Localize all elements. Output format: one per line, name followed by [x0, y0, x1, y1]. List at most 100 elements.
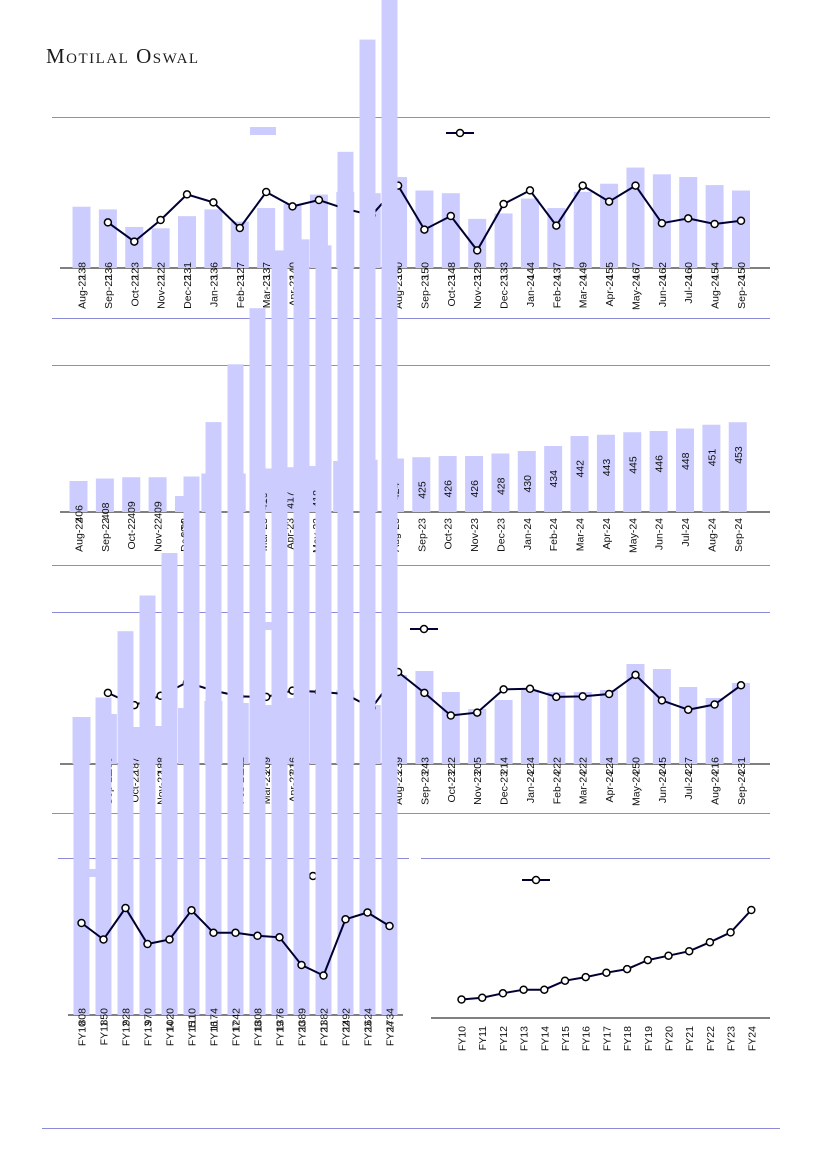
- chart-2-tick-label: Aug-24: [706, 518, 718, 552]
- chart-5-line-point: [581, 972, 590, 982]
- chart-1-tick-label: Aug-22: [77, 275, 89, 309]
- chart-3-tick-label: Dec-23: [499, 771, 511, 805]
- rule-chart-1-top: [52, 117, 770, 118]
- chart-4-data-label: 808: [77, 1008, 89, 1026]
- chart-5-line-point: [477, 993, 487, 1002]
- rule-chart-2-top: [52, 365, 770, 366]
- chart-1-line-point: [604, 197, 614, 206]
- chart-5-line-point: [519, 985, 528, 994]
- chart-4-tick-label: FY23: [363, 1021, 375, 1046]
- chart-3-tick-label: Aug-24: [710, 771, 722, 805]
- chart-2-bar: [702, 424, 721, 512]
- chart-2-bar: [728, 422, 747, 512]
- chart-5-tick-label: FY16: [581, 1026, 593, 1051]
- chart-2-tick-label: Feb-24: [548, 518, 560, 551]
- chart-3-line-point: [604, 689, 614, 699]
- chart-4-line-point: [363, 908, 372, 917]
- chart-3-tick-label: Mar-24: [578, 771, 590, 804]
- chart-2-data-label: 426: [443, 480, 455, 498]
- chart-4-data-label: 970: [143, 1008, 155, 1026]
- chart-4-data-label: 1734: [385, 1008, 397, 1032]
- chart-3-tick-label: Jul-24: [683, 771, 695, 800]
- chart-1-tick-label: Apr-24: [604, 275, 616, 307]
- chart-1-bar: [72, 206, 91, 268]
- chart-2-bar: [623, 432, 642, 512]
- chart-3-line-point: [710, 700, 719, 709]
- chart-2-data-label: 443: [601, 459, 613, 477]
- chart-3-line-point: [472, 708, 482, 717]
- chart-5-tick-label: FY13: [519, 1026, 531, 1051]
- chart-4-line-point: [297, 960, 306, 970]
- chart-1-tick-label: Sep-24: [736, 275, 748, 309]
- chart-1-data-label: 129: [472, 262, 484, 280]
- chart-2-data-label: 453: [733, 446, 745, 464]
- chart-1-bar: [441, 193, 460, 268]
- chart-2-tick-label: Oct-22: [126, 518, 138, 550]
- chart-3-tick-label: Sep-23: [419, 771, 431, 805]
- chart-1-legend-line-marker: [455, 128, 465, 138]
- chart-4-bar: [183, 476, 200, 1015]
- chart-4-tick-label: FY12: [121, 1021, 133, 1046]
- chart-2-data-label: 446: [654, 455, 666, 473]
- chart-2-tick-label: Jul-24: [680, 518, 692, 547]
- chart-4-data-label: 928: [121, 1008, 133, 1026]
- rule-chart-5-top: [421, 858, 770, 859]
- chart-4-data-label: 1624: [363, 1008, 375, 1032]
- chart-1-bar: [125, 226, 144, 268]
- chart-2-tick-label: Oct-23: [443, 518, 455, 550]
- chart-2-data-label: 434: [548, 470, 560, 488]
- chart-1-data-label: 149: [578, 262, 590, 280]
- chart-5-line-point: [540, 985, 549, 994]
- chart-1-tick-label: Aug-24: [710, 275, 722, 309]
- chart-4-line-point: [209, 928, 218, 938]
- chart-3-data-label: 224: [525, 757, 537, 775]
- chart-2-bar: [649, 431, 668, 512]
- chart-3-line-point: [552, 692, 561, 702]
- rule-chart-3-bottom: [52, 813, 770, 814]
- chart-2-tick-label: Aug-22: [74, 518, 86, 552]
- chart-2-tick-label: Mar-24: [575, 518, 587, 551]
- chart-5-line-point: [664, 951, 673, 960]
- chart-5-tick-label: FY17: [601, 1026, 613, 1051]
- chart-3-tick-label: Jun-24: [657, 771, 669, 803]
- chart-3-line-point: [420, 688, 429, 698]
- chart-3-tick-label: Feb-24: [551, 771, 563, 804]
- rule-chart-2-bottom: [52, 565, 770, 566]
- chart-2-tick-label: Jan-24: [522, 518, 534, 550]
- chart-4-line-point: [253, 931, 262, 941]
- chart-2-bar: [465, 456, 484, 512]
- chart-1-tick-label: Oct-23: [446, 275, 458, 307]
- chart-5-line-point: [643, 955, 653, 965]
- rule-chart-1-bottom: [52, 318, 770, 319]
- chart-1-data-label: 122: [156, 262, 168, 280]
- chart-2-bar: [676, 428, 695, 512]
- chart-1-tick-label: Nov-22: [156, 275, 168, 309]
- chart-2-data-label: 442: [575, 460, 587, 478]
- chart-1-data-label: 150: [419, 262, 431, 280]
- chart-1-tick-label: Jul-24: [683, 275, 695, 304]
- chart-1-data-label: 162: [657, 262, 669, 280]
- chart-1-tick-label: Nov-23: [472, 275, 484, 309]
- chart-1-tick-label: Sep-23: [419, 275, 431, 309]
- chart-1-data-label: 144: [525, 262, 537, 280]
- chart-1-tick-label: Mar-23: [261, 275, 273, 308]
- chart-2-tick-label: Jun-24: [654, 518, 666, 550]
- chart-3-bar: [494, 700, 513, 764]
- chart-1-bar: [494, 213, 513, 268]
- chart-5-line-point: [602, 968, 611, 977]
- chart-4-tick-label: FY13: [143, 1021, 155, 1046]
- chart-4-bar: [271, 250, 288, 1015]
- chart-4-data-label: 1492: [341, 1008, 353, 1032]
- chart-4-line-point: [121, 903, 130, 913]
- chart-1-line-point: [657, 218, 667, 228]
- chart-4-tick-label: FY16: [209, 1021, 221, 1046]
- chart-1-data-label: 138: [77, 262, 89, 280]
- chart-3-data-label: 222: [551, 757, 563, 775]
- chart-4-tick-label: FY19: [275, 1021, 287, 1046]
- chart-2-data-label: 428: [495, 477, 507, 495]
- chart-4-tick-label: FY14: [165, 1021, 177, 1046]
- chart-4-tick-label: FY24: [385, 1021, 397, 1046]
- chart-2-data-label: 406: [74, 505, 86, 523]
- chart-2-bar: [148, 477, 167, 512]
